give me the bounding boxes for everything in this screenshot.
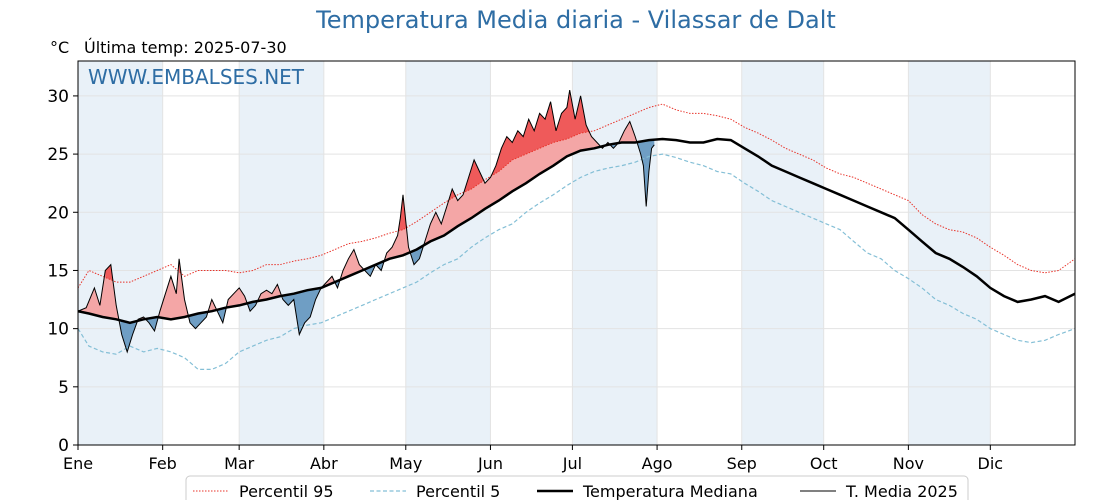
y-tick-label: 10	[47, 320, 69, 340]
month-label: Ene	[63, 454, 93, 473]
month-bands	[78, 61, 991, 445]
last-temp-label: Última temp: 2025-07-30	[84, 38, 287, 57]
legend-label: Percentil 5	[416, 482, 500, 500]
above-p95-fill	[464, 159, 485, 192]
month-band	[78, 61, 163, 445]
month-label: May	[389, 454, 422, 473]
chart-title: Temperatura Media diaria - Vilassar de D…	[316, 6, 836, 34]
month-band	[239, 61, 324, 445]
legend-label: Temperatura Mediana	[582, 482, 758, 500]
month-label: Jun	[477, 454, 503, 473]
above-median-fill	[618, 121, 638, 143]
y-unit-label: °C	[50, 38, 70, 57]
plot-frame	[77, 60, 1076, 446]
month-label: Abr	[310, 454, 338, 473]
series-lines	[78, 90, 1075, 370]
legend-box	[185, 475, 969, 500]
month-label: Jul	[562, 454, 582, 473]
legend: Percentil 95 Percentil 5 Temperatura Media…	[185, 475, 969, 500]
month-label: Ago	[642, 454, 673, 473]
y-tick-label: 0	[58, 436, 69, 456]
series-2025-line	[78, 90, 655, 354]
watermark: WWW.EMBALSES.NET	[88, 65, 305, 89]
month-band	[908, 61, 991, 445]
month-label: Mar	[224, 454, 255, 473]
y-axis: 0 5 10 15 20 25 30	[47, 87, 78, 456]
month-label: Feb	[149, 454, 177, 473]
above-p95-fill	[399, 194, 408, 231]
month-label: Sep	[727, 454, 757, 473]
series-p5-line	[78, 153, 1075, 370]
month-label: Nov	[893, 454, 924, 473]
month-label: Oct	[810, 454, 838, 473]
above-p95-fill	[179, 258, 182, 274]
below-median-fill	[411, 244, 425, 265]
above-p95-fill	[491, 90, 591, 176]
month-label: Dic	[978, 454, 1004, 473]
y-tick-label: 5	[58, 378, 69, 398]
series-p95-line	[78, 103, 1075, 289]
legend-label: Percentil 95	[239, 482, 334, 500]
y-tick-label: 30	[47, 87, 69, 107]
below-median-fill	[282, 287, 322, 335]
y-tick-label: 25	[47, 145, 69, 165]
below-median-fill	[146, 317, 159, 331]
x-axis: Ene Feb Mar Abr May Jun Jul Ago Sep Oct Nov Dic	[63, 445, 1003, 473]
y-tick-label: 20	[47, 203, 69, 223]
above-median-fill	[158, 258, 189, 320]
legend-label: T. Media 2025	[845, 482, 958, 500]
above-p95-fill	[449, 189, 457, 200]
above-median-fill	[340, 249, 365, 280]
series-median-line	[78, 137, 1075, 325]
anomaly-fills	[78, 90, 655, 352]
below-median-fill	[217, 307, 227, 323]
month-band	[741, 61, 824, 445]
y-tick-label: 15	[47, 261, 69, 281]
